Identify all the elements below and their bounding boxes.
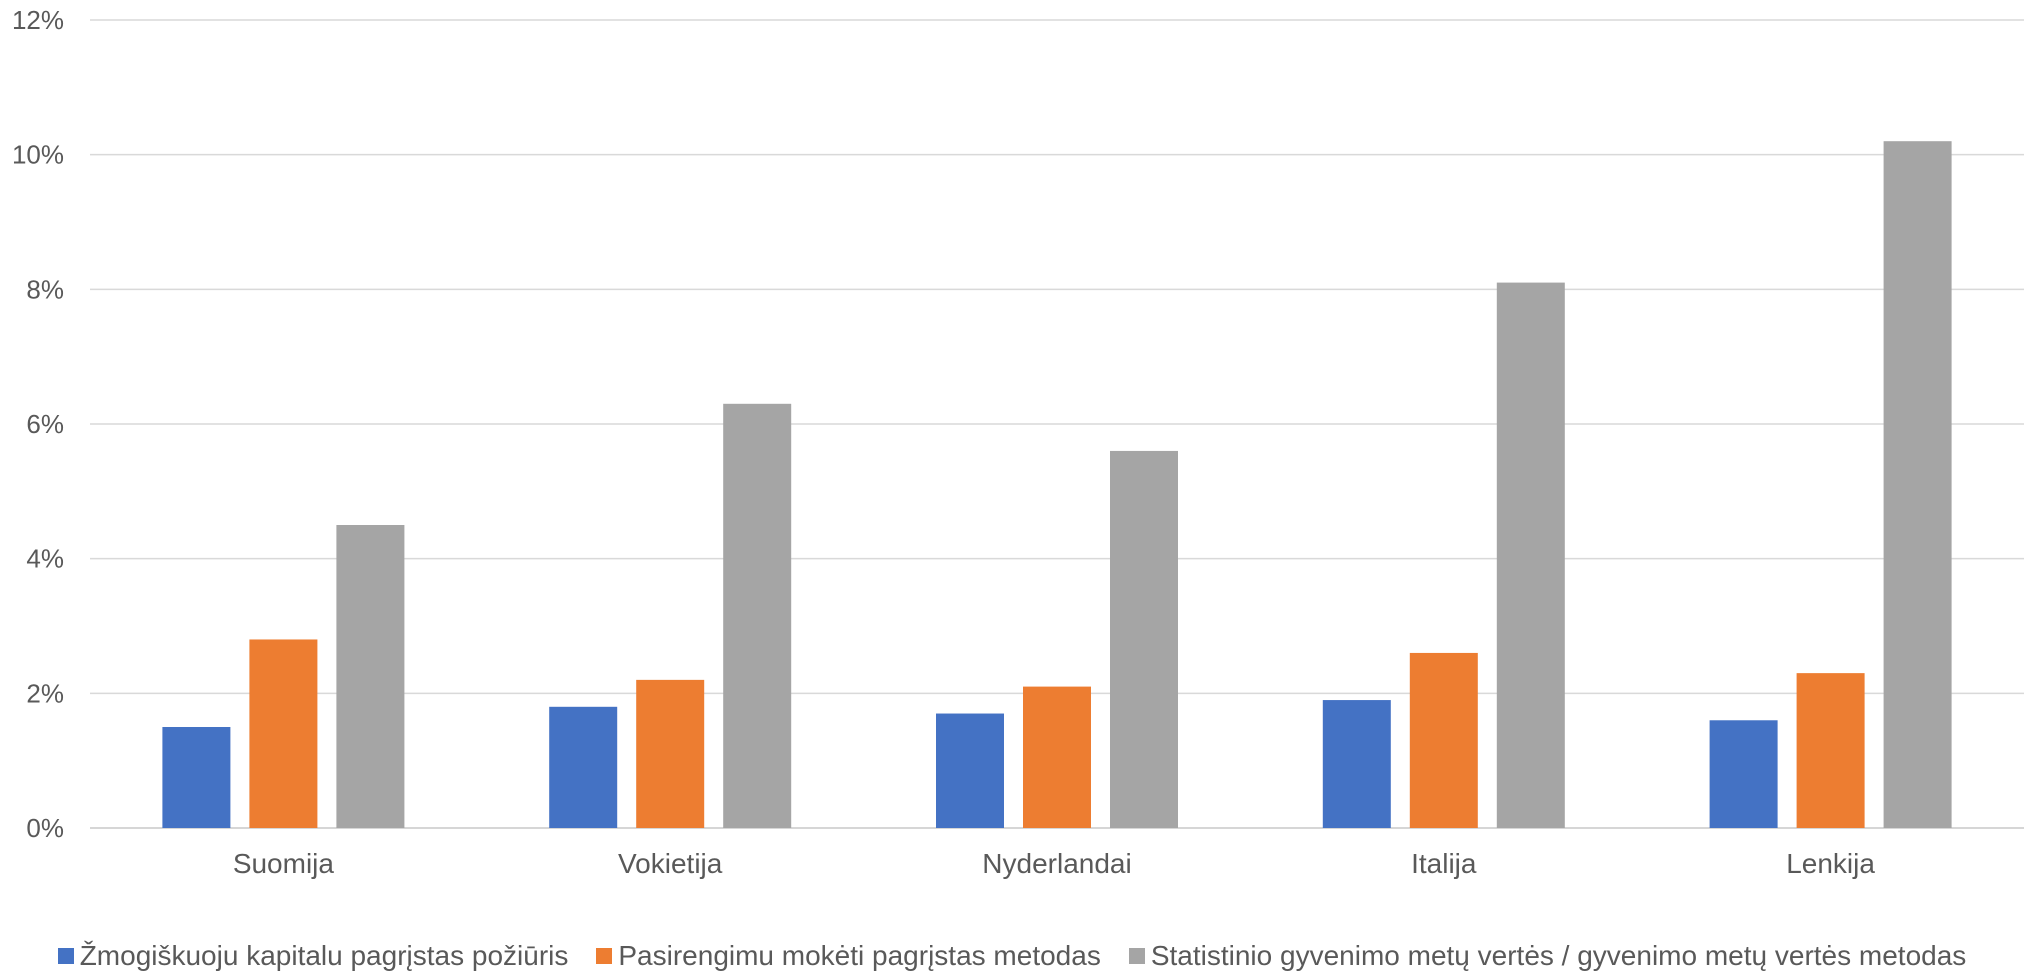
bar-nyderlandai-series-3 (1110, 450, 1178, 828)
bar-italija-series-2 (1409, 652, 1478, 828)
bar-lenkija-series-2 (1796, 673, 1865, 828)
bars (162, 141, 1952, 829)
y-tick-label: 8% (26, 274, 64, 304)
y-tick-label: 4% (26, 544, 64, 574)
legend-label: Pasirengimu mokėti pagrįstas metodas (618, 940, 1101, 971)
bar-suomija-series-3 (336, 525, 405, 828)
legend-swatch (596, 948, 613, 964)
y-tick-label: 0% (26, 813, 64, 843)
category-label: Lenkija (1786, 848, 1875, 879)
y-tick-label: 6% (26, 409, 64, 439)
bar-nyderlandai-series-1 (936, 713, 1004, 828)
category-label: Vokietija (618, 848, 723, 879)
legend-swatch (57, 948, 74, 964)
y-tick-label: 12% (12, 5, 64, 35)
bar-nyderlandai-series-2 (1023, 686, 1091, 828)
bar-lenkija-series-3 (1883, 141, 1952, 828)
y-axis-tick-labels: 0% 2% 4% 6% 8% 10% 12% (12, 5, 64, 843)
bar-suomija-series-2 (249, 639, 318, 828)
bar-vokietija-series-3 (723, 403, 792, 828)
category-label: Suomija (233, 848, 335, 879)
bar-italija-series-3 (1496, 282, 1565, 829)
legend-item: Pasirengimu mokėti pagrįstas metodas (596, 940, 1101, 972)
legend-swatch (1128, 948, 1145, 964)
gridlines (90, 19, 2024, 829)
bar-lenkija-series-1 (1709, 720, 1778, 828)
bar-vokietija-series-2 (636, 679, 705, 828)
y-tick-label: 10% (12, 140, 64, 170)
bar-vokietija-series-1 (549, 706, 618, 828)
bar-suomija-series-1 (162, 727, 231, 828)
legend-label: Žmogiškuoju kapitalu pagrįstas požiūris (79, 940, 569, 971)
legend: Žmogiškuoju kapitalu pagrįstas požiūris P… (0, 940, 2024, 972)
legend-item: Statistinio gyvenimo metų vertės / gyven… (1128, 940, 1967, 972)
x-axis-category-labels: Suomija Vokietija Nyderlandai Italija Lenkij… (233, 848, 1876, 879)
y-tick-label: 2% (26, 678, 64, 708)
legend-label: Statistinio gyvenimo metų vertės / gyven… (1150, 940, 1967, 971)
legend-item: Žmogiškuoju kapitalu pagrįstas požiūris (57, 940, 569, 972)
bar-chart: 0% 2% 4% 6% 8% 10% 12% Suomija Vokietija Nyderla… (12, 5, 2024, 879)
category-label: Nyderlandai (982, 848, 1131, 879)
bar-italija-series-1 (1322, 700, 1391, 828)
category-label: Italija (1411, 848, 1477, 879)
